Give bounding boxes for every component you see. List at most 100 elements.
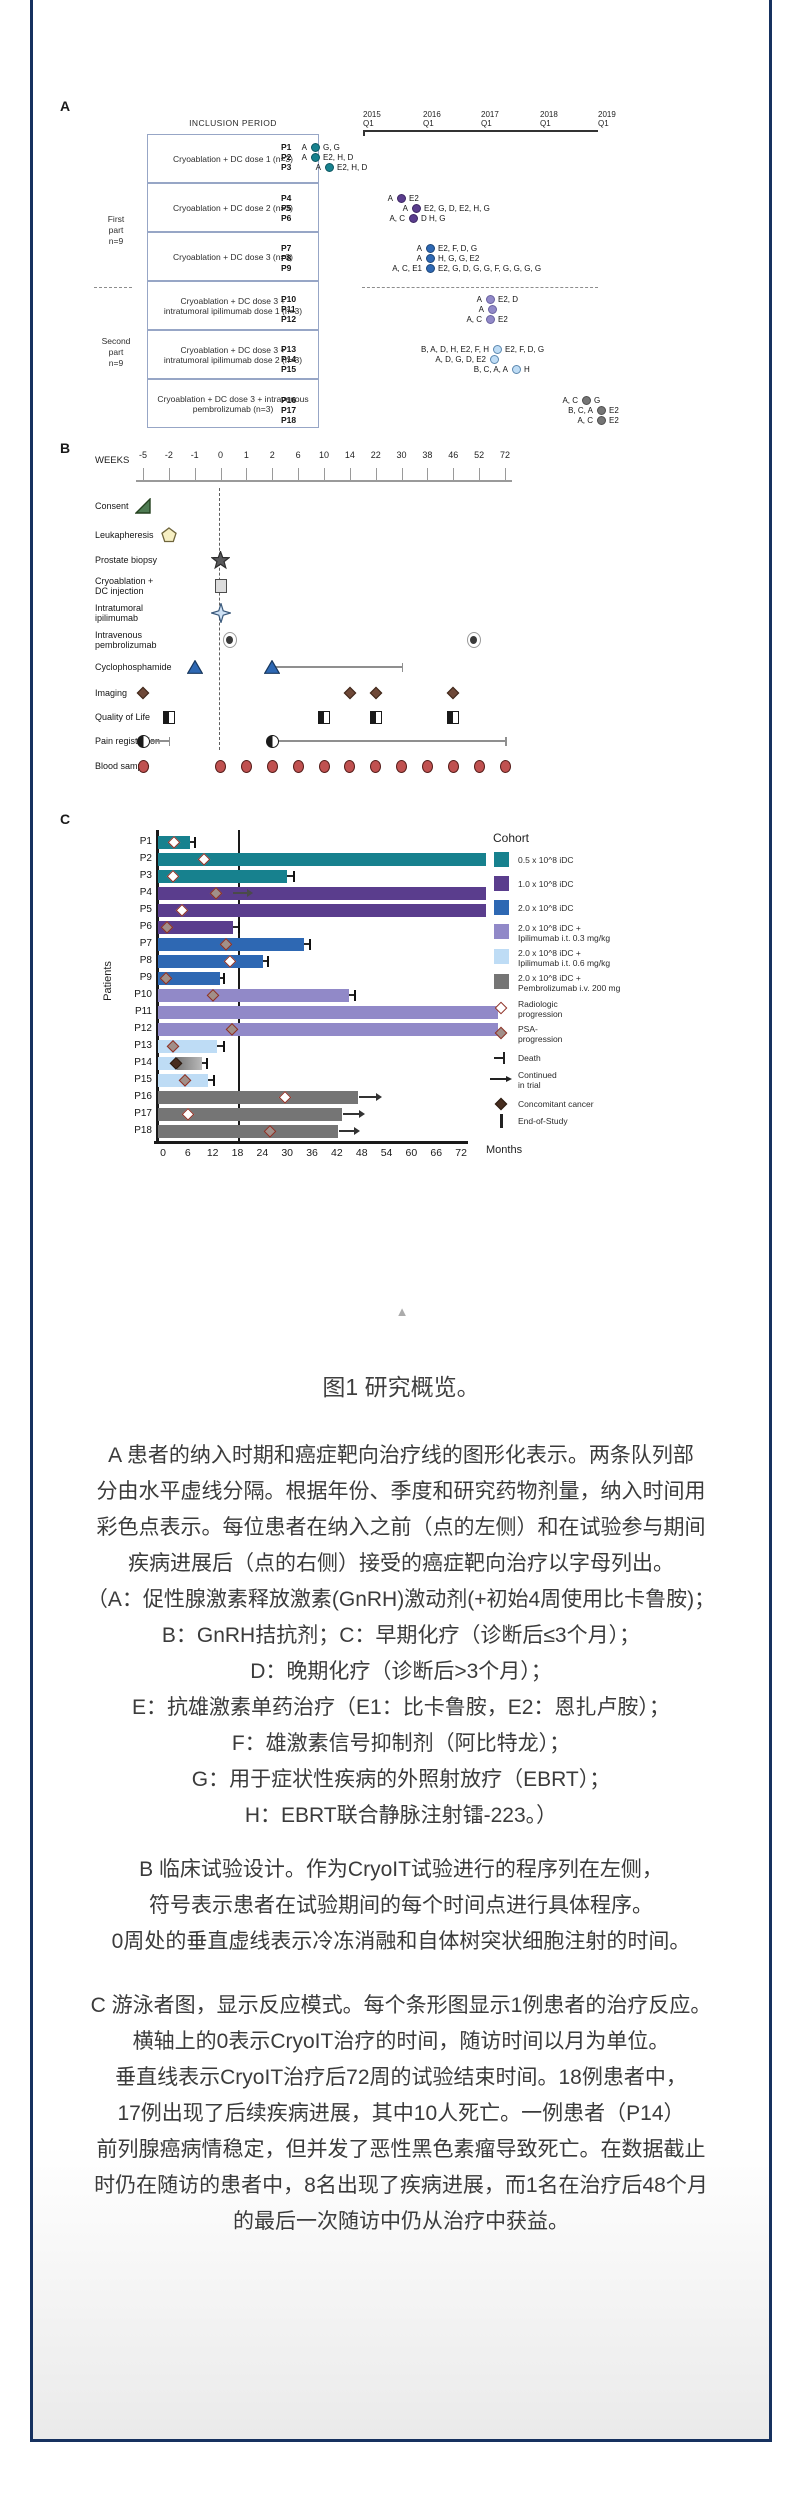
cryoablation-square-icon: [214, 579, 227, 593]
quarter-text: Q1: [540, 119, 551, 128]
inclusion-dot: [425, 263, 435, 273]
week-tick-label: -1: [190, 450, 199, 460]
legend-cohort-swatch: [494, 924, 509, 939]
swimmer-bar: [158, 1090, 358, 1104]
pre-inclusion-treatments: A, C: [562, 395, 578, 405]
legend-cohort-label: 2.0 x 10^8 iDC: [518, 903, 574, 913]
month-tick-label: 48: [355, 1147, 368, 1159]
arrow-legend-head: [506, 1075, 512, 1082]
swimmer-patient-label: P1: [139, 836, 152, 847]
blood-sample-icon: [421, 759, 433, 773]
procedure-label-line: Intravenous: [95, 629, 143, 640]
swimmer-patient-label: P13: [134, 1040, 152, 1051]
month-tick-label: 12: [206, 1147, 219, 1159]
procedure-row-label: Prostate biopsy: [95, 555, 205, 566]
quarter-text: Q1: [363, 119, 374, 128]
month-tick-label: 60: [405, 1147, 418, 1159]
legend-cohort-swatch: [494, 900, 509, 915]
collapse-figure-button[interactable]: ▲: [395, 1304, 409, 1319]
swimmer-bar: [158, 886, 486, 900]
pre-inclusion-treatments: A: [315, 162, 321, 172]
year-text: 2018: [540, 110, 558, 119]
inclusion-box-line: pembrolizumab (n=3): [192, 403, 274, 414]
legend-symbol-label: Radiologic progression: [518, 999, 562, 1019]
weeks-axis-line: [136, 480, 512, 482]
blood-sample-icon: [215, 759, 227, 773]
week-tick-mark: [220, 468, 222, 480]
blood-sample-icon: [499, 759, 511, 773]
legend-cohort-swatch: [494, 876, 509, 891]
caption-line: 前列腺癌病情稳定，但并发了恶性黑色素瘤导致死亡。在数据截止: [96, 2138, 706, 2161]
death-marker: [293, 870, 296, 882]
caption-line: 时仍在随访的患者中，8名出现了疾病进展，而1名在治疗后48个月: [94, 2174, 708, 2197]
swimmer-patient-label: P8: [139, 955, 152, 966]
biopsy-star-icon: [211, 550, 231, 569]
timeline-year-label: 2017 Q1: [481, 110, 499, 128]
caption-line: 彩色点表示。每位患者在纳入之前（点的左侧）和在试验参与期间: [96, 1516, 706, 1539]
month-tick-label: 6: [184, 1147, 191, 1159]
event-range-line: [272, 666, 402, 668]
patient-id-label: P2: [281, 152, 292, 162]
patient-id-label: P3: [281, 162, 292, 172]
swimmer-patient-label: P14: [134, 1057, 152, 1068]
death-connector: [303, 943, 310, 945]
legend-cohort-swatch: [494, 949, 509, 964]
procedure-row-label: Cryoablation + DC injection: [95, 576, 205, 597]
week-tick-mark: [246, 468, 248, 480]
procedure-label-line: Intratumoral: [95, 602, 144, 613]
blood-sample-icon: [240, 759, 252, 773]
procedure-label-line: Cyclophosphamide: [95, 661, 172, 672]
procedure-label-line: Quality of Life: [95, 711, 151, 722]
post-inclusion-treatments: H, G, G, E2: [438, 253, 480, 263]
event-range-end-cap: [505, 736, 507, 746]
death-connector: [220, 977, 224, 979]
death-connector: [201, 1062, 207, 1064]
caption-paragraph-b: B 临床试验设计。作为CryoIT试验进行的程序列在左侧， 符号表示患者在试验期间…: [51, 1852, 751, 1960]
inclusion-dot: [596, 405, 606, 415]
procedure-row-label: Cyclophosphamide: [95, 662, 205, 673]
legend-label-line: progression: [518, 1008, 563, 1019]
inclusion-box-line: Cryoablation + DC dose 2 (n=3): [172, 202, 293, 213]
post-inclusion-treatments: E2, D: [498, 294, 519, 304]
continued-arrow-line: [358, 1096, 378, 1098]
imaging-diamond-icon: [343, 686, 357, 700]
legend-label-line: Concomitant cancer: [518, 1099, 594, 1109]
post-inclusion-treatments: H: [524, 364, 530, 374]
eos-legend-bar: [500, 1114, 503, 1128]
procedure-row-label: Blood sample: [95, 761, 205, 772]
week-tick-label: 14: [344, 450, 355, 460]
patient-id-label: P11: [281, 304, 296, 314]
inclusion-dot: [425, 243, 435, 253]
swimmer-patient-label: P7: [139, 938, 152, 949]
caption-line: D：晚期化疗（诊断后>3个月）；: [250, 1660, 552, 1683]
post-inclusion-treatments: E2: [609, 415, 619, 425]
inclusion-dot: [492, 344, 502, 354]
swimmer-bar: [158, 1022, 499, 1036]
swimmer-patient-label: P15: [134, 1074, 152, 1085]
procedure-row-label: Consent: [95, 501, 205, 512]
blood-sample-icon: [318, 759, 330, 773]
legend-cohort-label: 2.0 x 10^8 iDC + Ipilimumab i.t. 0.6 mg/k…: [518, 948, 610, 968]
post-inclusion-treatments: E2: [409, 193, 419, 203]
timeline-year-label: 2015 Q1: [363, 110, 381, 128]
pain-half-circle-icon: [265, 734, 279, 748]
caption-line: 0周处的垂直虚线表示冷冻消融和自体树突状细胞注射的时间。: [111, 1930, 691, 1953]
imaging-diamond-icon: [369, 686, 383, 700]
week-tick-mark: [194, 468, 196, 480]
patient-id-label: P16: [281, 395, 297, 405]
week-tick-label: 30: [396, 450, 407, 460]
week-tick-mark: [298, 468, 300, 480]
qol-half-square-icon: [369, 710, 382, 724]
inclusion-dot: [596, 415, 606, 425]
continued-arrow-head: [246, 889, 253, 897]
pre-inclusion-treatments: A: [478, 304, 484, 314]
swimmer-patient-label: P11: [134, 1006, 152, 1017]
week-tick-label: -5: [138, 450, 147, 460]
swimmer-bar: [158, 988, 349, 1002]
part-label-line: part: [108, 347, 124, 357]
procedure-label-line: Leukapheresis: [95, 529, 154, 540]
week-tick-label: 10: [318, 450, 329, 460]
year-text: 2019: [598, 110, 616, 119]
month-tick-label: 36: [306, 1147, 318, 1159]
legend-label-line: Ipilimumab i.t. 0.3 mg/kg: [518, 933, 611, 943]
